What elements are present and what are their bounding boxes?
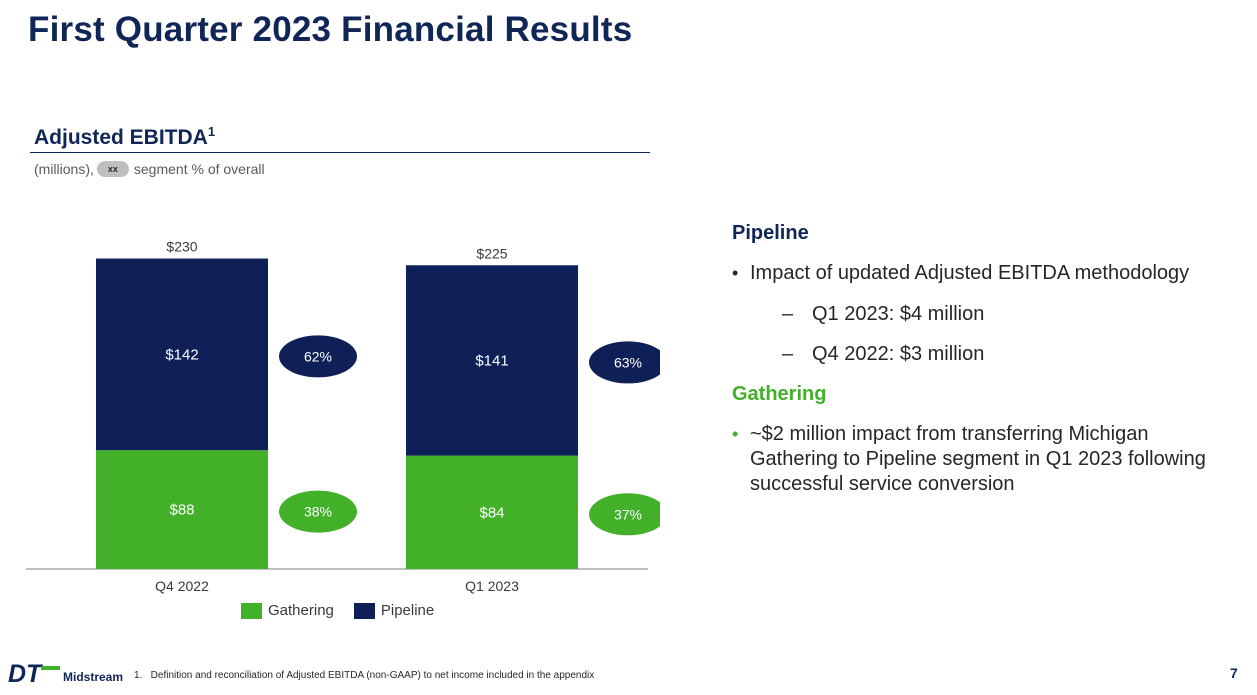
footnote: 1. Definition and reconciliation of Adju… — [134, 670, 595, 681]
data-label-pipeline: $142 — [165, 346, 198, 363]
page-number: 7 — [1230, 665, 1238, 681]
share-ellipse-gathering — [589, 493, 660, 536]
chart-legend: Gathering Pipeline — [241, 602, 454, 619]
share-ellipse-pipeline — [279, 335, 357, 378]
dash-icon: – — [782, 303, 794, 325]
pipeline-sub-item-text: Q4 2022: $3 million — [812, 343, 985, 365]
share-label-gathering: 38% — [304, 504, 332, 520]
share-label-pipeline: 62% — [304, 348, 332, 364]
share-label-gathering: 37% — [614, 506, 642, 522]
total-label: $230 — [166, 239, 197, 255]
share-ellipse-gathering — [279, 490, 357, 533]
pipeline-sub-item-text: Q1 2023: $4 million — [812, 303, 985, 325]
legend-label-pipeline: Pipeline — [380, 602, 435, 619]
data-label-gathering: $84 — [479, 504, 504, 521]
data-label-pipeline: $141 — [475, 352, 508, 369]
legend-swatch-gathering — [241, 602, 262, 619]
pipeline-sub-item: – Q1 2023: $4 million — [732, 303, 1242, 326]
share-ellipse-pipeline — [589, 341, 660, 384]
bullet-icon: • — [732, 424, 739, 444]
x-tick-label: Q1 2023 — [465, 578, 519, 594]
footnote-marker: 1 — [207, 124, 216, 139]
x-tick-label: Q4 2022 — [155, 578, 209, 594]
logo-accent — [41, 666, 60, 670]
dash-icon: – — [782, 343, 794, 365]
subtitle-description: segment % of overall — [133, 161, 265, 177]
data-label-gathering: $88 — [169, 502, 194, 519]
page-title: First Quarter 2023 Financial Results — [28, 10, 633, 49]
gathering-heading: Gathering — [732, 383, 827, 405]
adjusted-ebitda-chart: $88 38% $142 62% $230 Q4 2022 $84 37% $141 63% $22… — [26, 239, 660, 594]
total-label: $225 — [476, 245, 507, 261]
bar-gathering — [96, 450, 268, 569]
gathering-bullet: • ~$2 million impact from transferring M… — [732, 422, 1220, 497]
bar-pipeline — [406, 265, 578, 456]
logo-text: Midstream — [63, 670, 124, 684]
pipeline-bullet-text: Impact of updated Adjusted EBITDA method… — [750, 262, 1190, 284]
share-label-pipeline: 63% — [614, 354, 642, 370]
dt-logo-icon: DT — [8, 660, 60, 686]
chart-title-divider — [30, 152, 650, 153]
chart-title-text: Adjusted EBITDA — [34, 126, 208, 149]
dt-midstream-logo: DT Midstream — [8, 660, 123, 686]
chart-title: Adjusted EBITDA1 — [34, 124, 215, 150]
legend-label-gathering: Gathering — [268, 602, 334, 619]
chart-subtitle: (millions), xx segment % of overall — [34, 161, 265, 177]
legend-item-pipeline: Pipeline — [353, 602, 435, 619]
bar-gathering — [406, 455, 578, 569]
logo-letters: DT — [8, 660, 44, 686]
commentary-panel: Pipeline • Impact of updated Adjusted EB… — [732, 222, 1242, 497]
bullet-icon: • — [732, 263, 739, 283]
bar-pipeline — [96, 258, 268, 451]
pipeline-heading: Pipeline — [732, 222, 809, 244]
pipeline-sub-item: – Q4 2022: $3 million — [732, 343, 1242, 366]
gathering-bullet-text: ~$2 million impact from transferring Mic… — [750, 423, 1206, 495]
legend-item-gathering: Gathering — [241, 602, 334, 619]
subtitle-units: (millions), — [34, 161, 94, 177]
pipeline-bullet: • Impact of updated Adjusted EBITDA meth… — [732, 261, 1242, 286]
segment-pill-icon: xx — [96, 161, 129, 177]
legend-swatch-pipeline — [353, 602, 375, 619]
